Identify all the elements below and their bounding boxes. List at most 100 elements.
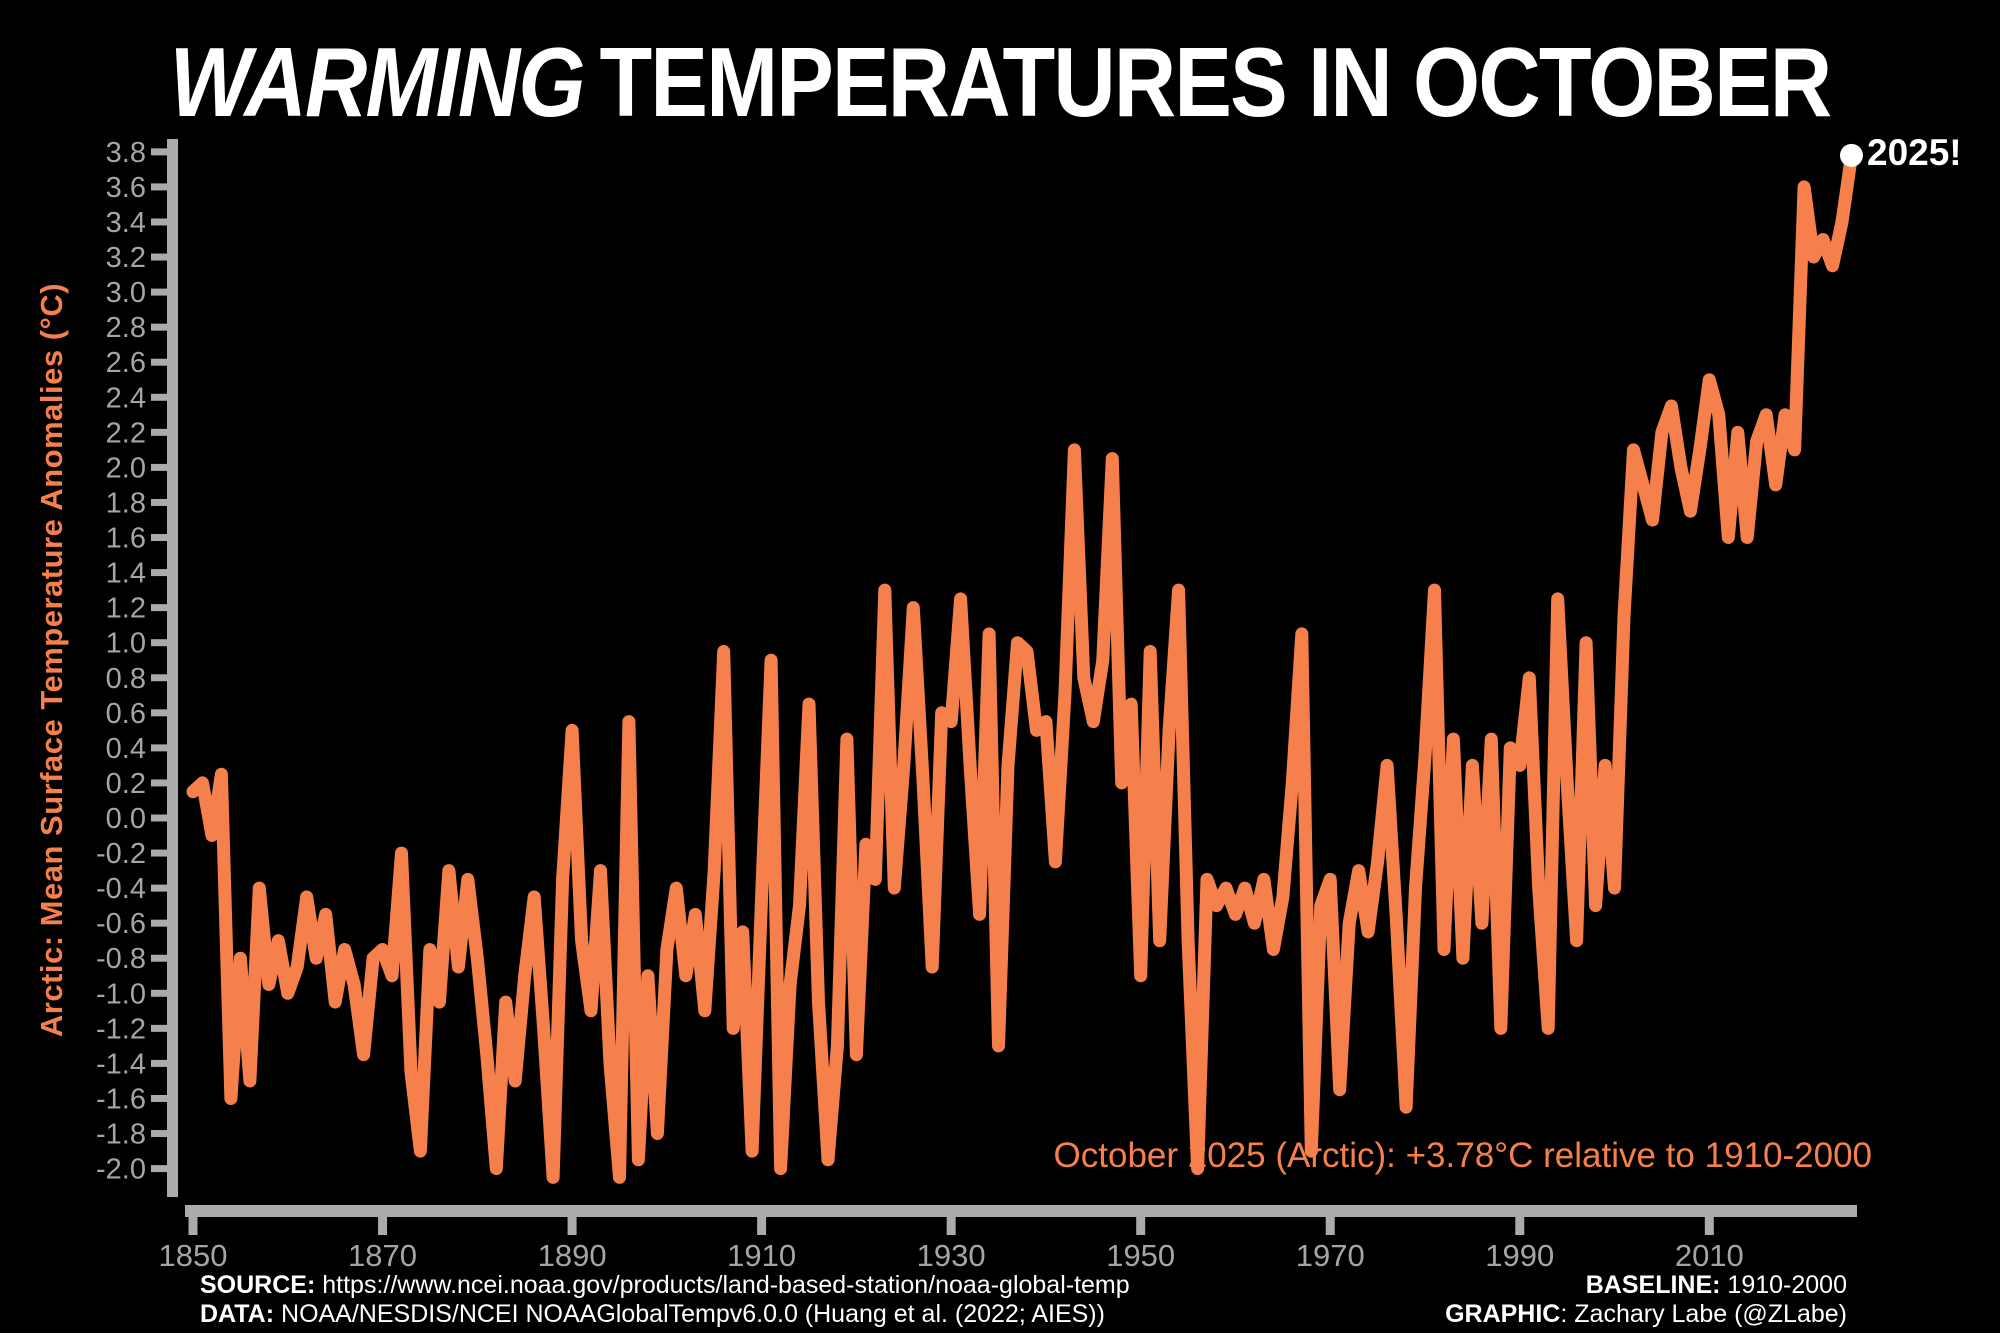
y-tick-label: -1.4 bbox=[96, 1048, 146, 1080]
y-tick bbox=[151, 1094, 167, 1102]
y-tick bbox=[151, 604, 167, 612]
footer-data-line: DATA: NOAA/NESDIS/NCEI NOAAGlobalTempv6.… bbox=[200, 1300, 1130, 1329]
y-tick-label: -1.8 bbox=[96, 1119, 146, 1151]
graphic-value: : Zachary Labe (@ZLabe) bbox=[1560, 1300, 1847, 1328]
temperature-line bbox=[186, 148, 1858, 1184]
y-tick bbox=[151, 674, 167, 682]
y-tick-label: -0.4 bbox=[96, 873, 146, 905]
y-tick bbox=[151, 1024, 167, 1032]
y-tick bbox=[151, 849, 167, 857]
source-value: https://www.ncei.noaa.gov/products/land-… bbox=[315, 1271, 1130, 1299]
y-tick-label: 0.0 bbox=[106, 803, 146, 835]
footer-left: SOURCE: https://www.ncei.noaa.gov/produc… bbox=[200, 1271, 1130, 1329]
y-tick-label: -0.2 bbox=[96, 838, 146, 870]
y-tick bbox=[151, 814, 167, 822]
y-tick bbox=[151, 1165, 167, 1173]
x-tick-label: 1970 bbox=[1296, 1238, 1365, 1273]
x-tick-label: 2010 bbox=[1675, 1238, 1744, 1273]
y-tick bbox=[151, 393, 167, 401]
y-tick-label: 1.0 bbox=[106, 628, 146, 660]
y-tick-label: 2.0 bbox=[106, 452, 146, 484]
y-tick bbox=[151, 463, 167, 471]
y-tick-label: 3.8 bbox=[106, 137, 146, 169]
y-axis-bar bbox=[167, 139, 178, 1197]
y-tick-label: 2.4 bbox=[106, 382, 146, 414]
y-tick-label: 0.4 bbox=[106, 733, 146, 765]
page-title: WARMING TEMPERATURES IN OCTOBER bbox=[120, 26, 1880, 139]
footer-source-line: SOURCE: https://www.ncei.noaa.gov/produc… bbox=[200, 1271, 1130, 1300]
x-tick-label: 1850 bbox=[159, 1238, 228, 1273]
y-tick bbox=[151, 779, 167, 787]
x-tick bbox=[1704, 1216, 1714, 1235]
y-tick-label: 3.2 bbox=[106, 242, 146, 274]
y-tick bbox=[151, 323, 167, 331]
y-tick bbox=[151, 253, 167, 261]
y-tick-label: 0.8 bbox=[106, 663, 146, 695]
title-word-warming: WARMING bbox=[169, 27, 586, 137]
x-tick bbox=[757, 1216, 767, 1235]
x-tick bbox=[1515, 1216, 1525, 1235]
y-tick bbox=[151, 744, 167, 752]
y-tick-label: 2.2 bbox=[106, 417, 146, 449]
y-tick-label: 2.8 bbox=[106, 312, 146, 344]
y-tick-label: 0.6 bbox=[106, 698, 146, 730]
x-tick bbox=[188, 1216, 198, 1235]
y-tick-label: -0.6 bbox=[96, 908, 146, 940]
y-tick-label: 1.6 bbox=[106, 523, 146, 555]
y-tick-label: 0.2 bbox=[106, 768, 146, 800]
x-tick-label: 1890 bbox=[538, 1238, 607, 1273]
y-tick-label: 1.8 bbox=[106, 487, 146, 519]
baseline-label: BASELINE: bbox=[1585, 1271, 1721, 1299]
y-tick-label: -1.0 bbox=[96, 978, 146, 1010]
y-tick-label: -1.2 bbox=[96, 1013, 146, 1045]
x-tick-label: 1910 bbox=[727, 1238, 796, 1273]
y-tick bbox=[151, 884, 167, 892]
x-tick-label: 1870 bbox=[348, 1238, 417, 1273]
y-tick-label: -1.6 bbox=[96, 1083, 146, 1115]
y-tick bbox=[151, 428, 167, 436]
x-axis-bar bbox=[185, 1205, 1857, 1217]
endpoint-year-label: 2025! bbox=[1867, 132, 1962, 173]
y-tick bbox=[151, 183, 167, 191]
y-tick bbox=[151, 498, 167, 506]
y-tick bbox=[151, 989, 167, 997]
source-label: SOURCE: bbox=[200, 1271, 316, 1299]
latest-value-annotation: October 2025 (Arctic): +3.78°C relative … bbox=[1053, 1136, 1872, 1175]
y-tick-label: 3.0 bbox=[106, 277, 146, 309]
data-label: DATA: bbox=[200, 1300, 275, 1328]
y-tick-label: 1.2 bbox=[106, 593, 146, 625]
y-tick bbox=[151, 639, 167, 647]
endpoint-dot bbox=[1839, 143, 1863, 167]
y-tick-label: -2.0 bbox=[96, 1154, 146, 1186]
y-tick bbox=[151, 288, 167, 296]
y-tick bbox=[151, 218, 167, 226]
y-tick bbox=[151, 1130, 167, 1138]
y-tick-label: 2.6 bbox=[106, 347, 146, 379]
x-tick-label: 1950 bbox=[1106, 1238, 1175, 1273]
y-tick bbox=[151, 709, 167, 717]
data-value: NOAA/NESDIS/NCEI NOAAGlobalTempv6.0.0 (H… bbox=[274, 1300, 1105, 1328]
y-tick bbox=[151, 954, 167, 962]
y-tick-label: -0.8 bbox=[96, 943, 146, 975]
y-tick bbox=[151, 1059, 167, 1067]
graphic-label: GRAPHIC bbox=[1445, 1300, 1561, 1328]
footer-graphic-line: GRAPHIC: Zachary Labe (@ZLabe) bbox=[1445, 1300, 1847, 1329]
y-tick-label: 3.6 bbox=[106, 172, 146, 204]
x-tick bbox=[567, 1216, 577, 1235]
y-tick bbox=[151, 148, 167, 156]
x-tick bbox=[1325, 1216, 1335, 1235]
y-tick-label: 3.4 bbox=[106, 207, 146, 239]
x-tick-label: 1930 bbox=[917, 1238, 986, 1273]
footer-right: BASELINE: 1910-2000 GRAPHIC: Zachary Lab… bbox=[1445, 1271, 1847, 1329]
y-tick bbox=[151, 569, 167, 577]
y-tick bbox=[151, 358, 167, 366]
baseline-value: 1910-2000 bbox=[1720, 1271, 1847, 1299]
x-tick bbox=[378, 1216, 388, 1235]
x-tick bbox=[1136, 1216, 1146, 1235]
y-tick bbox=[151, 919, 167, 927]
title-word-rest: TEMPERATURES IN OCTOBER bbox=[599, 27, 1833, 137]
x-tick-label: 1990 bbox=[1485, 1238, 1554, 1273]
footer-baseline-line: BASELINE: 1910-2000 bbox=[1445, 1271, 1847, 1300]
